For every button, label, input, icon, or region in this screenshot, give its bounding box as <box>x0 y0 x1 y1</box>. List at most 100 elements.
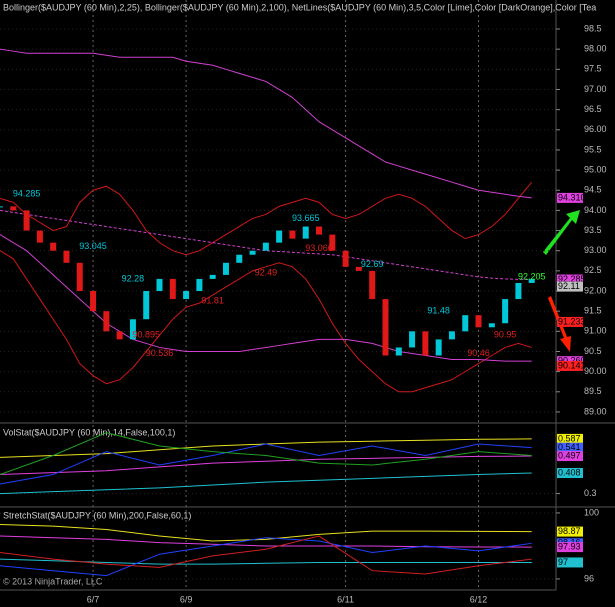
price-label-box <box>557 316 583 327</box>
price-label-box <box>557 360 583 371</box>
price-label: 0.587 <box>558 433 581 443</box>
candle <box>382 299 389 356</box>
series-line <box>0 535 532 548</box>
y-tick-label: 89.00 <box>584 406 607 416</box>
price-label: 90.141 <box>558 360 586 370</box>
annotation: 90.46 <box>467 348 490 358</box>
candle <box>342 250 349 267</box>
annotation: 93.066 <box>305 243 333 253</box>
series-line <box>0 234 532 362</box>
candle <box>143 291 150 320</box>
y-tick-label: 96 <box>584 573 594 583</box>
candle <box>289 230 296 239</box>
panel-title: StretchStat($AUDJPY (60 Min),200,False,6… <box>3 510 191 520</box>
series-line <box>0 250 532 393</box>
candle <box>528 278 535 283</box>
series-line <box>0 181 533 256</box>
annotation: 91.48 <box>427 306 450 316</box>
series-line <box>0 535 532 575</box>
price-label: 98.87 <box>558 526 581 536</box>
candle <box>329 234 336 251</box>
annotation: 92.28 <box>122 273 145 283</box>
price-label-box <box>557 442 583 453</box>
candle <box>209 274 216 279</box>
price-label: 97 <box>558 557 568 567</box>
annotation: 92.69 <box>361 259 384 269</box>
y-tick-label: 95.5 <box>584 144 602 154</box>
panel-title: VolStat($AUDJPY (60 Min),14,False,100,1) <box>3 427 175 437</box>
series-line <box>0 443 532 485</box>
candle <box>129 319 136 340</box>
candle <box>169 278 176 300</box>
candle <box>422 331 429 356</box>
y-tick-label: 0.3 <box>584 488 597 498</box>
candle <box>262 242 269 251</box>
price-label-box <box>557 433 583 444</box>
price-label-box <box>557 281 583 292</box>
candle <box>488 323 495 328</box>
price-label-box <box>557 526 583 537</box>
price-label: 92.285 <box>558 274 586 284</box>
price-label-box <box>557 451 583 462</box>
candle <box>196 278 203 292</box>
annotation: 93.665 <box>292 213 320 223</box>
y-tick-label: 97.5 <box>584 64 602 74</box>
y-tick-label: 96.5 <box>584 104 602 114</box>
candle <box>316 226 323 235</box>
series-line <box>0 472 532 495</box>
series-line <box>0 537 532 577</box>
y-tick-label: 94.5 <box>584 185 602 195</box>
up-arrow <box>543 210 580 255</box>
candle <box>23 210 30 231</box>
annotation: 90.895 <box>132 330 160 340</box>
copyright: © 2013 NinjaTrader, LLC <box>3 576 103 586</box>
price-label: 91.233 <box>558 316 586 326</box>
y-tick-label: 93.00 <box>584 245 607 255</box>
annotation: 90.536 <box>146 348 174 358</box>
candle <box>276 230 283 243</box>
annotation: 92.205 <box>518 271 546 281</box>
candle <box>50 242 57 251</box>
x-tick-label: 6/9 <box>180 594 193 604</box>
candle <box>435 339 442 356</box>
y-tick-label: 97.00 <box>584 84 607 94</box>
y-tick-label: 90.5 <box>584 346 602 356</box>
candle <box>369 270 376 300</box>
panel-title: Bollinger($AUDJPY (60 Min),2,25), Bollin… <box>3 2 596 12</box>
candle <box>249 250 256 255</box>
annotation: 94.285 <box>13 189 41 199</box>
x-tick-label: 6/7 <box>87 594 100 604</box>
y-tick-label: 98.00 <box>584 44 607 54</box>
annotation: 91.81 <box>201 295 224 305</box>
candle <box>76 262 83 292</box>
candle <box>302 226 309 239</box>
annotation: 90.95 <box>494 330 517 340</box>
candle <box>502 299 509 324</box>
candle <box>475 315 482 328</box>
price-label-box <box>557 192 583 203</box>
price-label: 0.541 <box>558 442 581 452</box>
y-tick-label: 92.00 <box>584 285 607 295</box>
candle <box>116 331 123 340</box>
candle <box>462 315 469 332</box>
series-line <box>0 209 532 281</box>
price-label: 0.497 <box>558 450 581 460</box>
y-tick-label: 93.5 <box>584 225 602 235</box>
candle <box>236 254 243 263</box>
price-label: 94.310 <box>558 192 586 202</box>
series-line <box>0 48 532 199</box>
y-tick-label: 91.00 <box>584 326 607 336</box>
candle <box>156 278 163 292</box>
price-label: 0.408 <box>558 467 581 477</box>
candle <box>183 291 190 300</box>
price-label: 97.93 <box>558 541 581 551</box>
candle <box>0 206 3 208</box>
price-label: 90.260 <box>558 356 586 366</box>
candle <box>63 250 70 263</box>
candle <box>448 331 455 340</box>
y-tick-label: 91.5 <box>584 306 602 316</box>
y-tick-label: 95.00 <box>584 164 607 174</box>
candle <box>409 331 416 348</box>
